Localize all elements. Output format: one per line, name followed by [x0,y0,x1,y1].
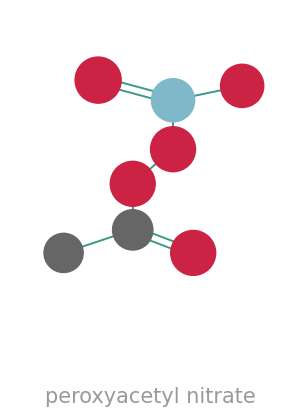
Circle shape [112,210,153,250]
Circle shape [44,234,83,273]
Circle shape [171,231,216,276]
Circle shape [220,64,264,108]
Circle shape [151,127,196,172]
Text: peroxyacetyl nitrate: peroxyacetyl nitrate [45,387,255,407]
Circle shape [152,79,195,122]
Circle shape [110,161,155,206]
Circle shape [75,57,121,103]
